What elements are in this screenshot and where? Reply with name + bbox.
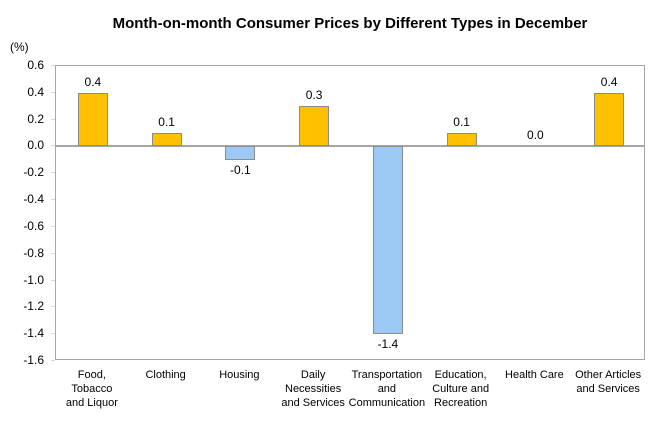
y-tick-label: -1.2 [23, 299, 44, 314]
y-tick-mark [51, 145, 55, 147]
x-category-label: Transportation and Communication [348, 369, 426, 409]
x-category-label: Other Articles and Services [575, 369, 642, 395]
x-category-label: Housing [219, 369, 260, 381]
y-tick-label: 0.0 [27, 138, 44, 153]
bar [594, 92, 625, 147]
y-axis-unit-label: (%) [10, 40, 29, 54]
bar-value-label: 0.4 [84, 74, 102, 89]
bar [372, 146, 403, 335]
x-category-label: Food, Tobacco and Liquor [65, 369, 118, 409]
y-tick-mark [51, 279, 55, 281]
x-category-label: Clothing [145, 369, 186, 381]
y-tick-mark [51, 65, 55, 66]
bar-value-label: -1.4 [377, 337, 399, 352]
y-tick-mark [51, 333, 55, 335]
bar-value-label: 0.3 [305, 88, 323, 103]
y-tick-mark [51, 172, 55, 174]
bar [225, 146, 256, 160]
bar [299, 106, 330, 147]
zero-line [56, 145, 644, 148]
y-tick-mark [51, 252, 55, 254]
y-tick-label: 0.2 [27, 111, 44, 126]
y-tick-mark [51, 118, 55, 120]
x-category-label: Daily Necessities and Services [281, 369, 345, 409]
y-tick-mark [51, 199, 55, 201]
y-tick-label: -0.8 [23, 245, 44, 260]
y-tick-label: -1.0 [23, 272, 44, 287]
y-tick-label: -1.6 [23, 353, 44, 367]
bar [151, 133, 182, 147]
y-tick-mark [51, 225, 55, 227]
bar-value-label: 0.4 [600, 74, 618, 89]
plot-area: 0.4 0.1 -0.1 0.3 -1.4 0.1 0.0 0.4 [51, 65, 645, 361]
y-tick-label: 0.4 [27, 84, 44, 99]
bar [77, 92, 108, 147]
y-tick-label: -0.2 [23, 165, 44, 180]
bar-value-label: 0.1 [158, 115, 175, 130]
bar-value-label: 0.1 [453, 115, 470, 130]
y-tick-mark [51, 360, 55, 361]
y-tick-mark [51, 306, 55, 308]
x-category-label: Education, Culture and Recreation [432, 369, 490, 409]
x-category-label: Health Care [505, 369, 564, 381]
y-tick-label: -0.4 [23, 192, 44, 207]
bar-value-label: -0.1 [230, 162, 251, 177]
y-tick-mark [51, 91, 55, 93]
y-tick-label: -0.6 [23, 218, 44, 233]
y-tick-label: -1.4 [23, 326, 44, 341]
y-tick-label: 0.6 [27, 58, 44, 72]
bar-value-label: 0.0 [527, 128, 544, 143]
chart-title: Month-on-month Consumer Prices by Differ… [112, 15, 588, 32]
bar [446, 133, 477, 147]
